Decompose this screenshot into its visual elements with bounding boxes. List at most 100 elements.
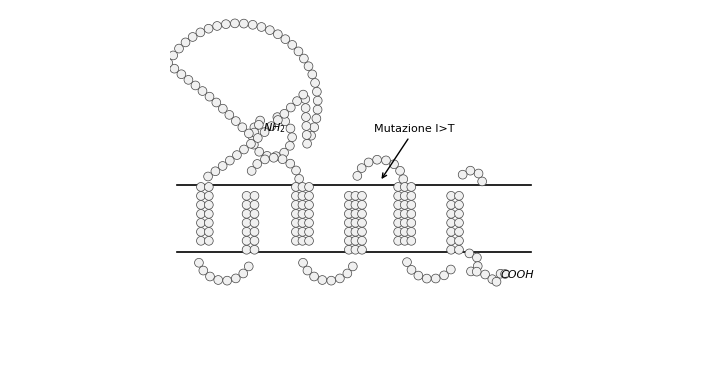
Circle shape: [250, 201, 259, 209]
Circle shape: [206, 272, 214, 281]
Circle shape: [343, 269, 352, 278]
Circle shape: [274, 30, 282, 39]
Circle shape: [243, 245, 251, 254]
Circle shape: [298, 191, 307, 200]
Circle shape: [231, 117, 240, 125]
Circle shape: [351, 209, 360, 218]
Circle shape: [175, 44, 183, 53]
Circle shape: [351, 201, 360, 209]
Circle shape: [273, 113, 282, 121]
Circle shape: [357, 209, 367, 218]
Circle shape: [305, 183, 314, 191]
Circle shape: [458, 170, 467, 179]
Circle shape: [195, 258, 203, 267]
Circle shape: [291, 227, 300, 236]
Circle shape: [260, 128, 269, 137]
Circle shape: [390, 160, 398, 169]
Circle shape: [286, 159, 295, 168]
Circle shape: [198, 86, 207, 95]
Circle shape: [212, 98, 221, 107]
Circle shape: [231, 19, 239, 28]
Circle shape: [291, 191, 300, 200]
Circle shape: [294, 47, 303, 56]
Circle shape: [286, 103, 295, 112]
Circle shape: [400, 201, 409, 209]
Circle shape: [295, 174, 304, 183]
Circle shape: [394, 227, 403, 236]
Circle shape: [164, 59, 173, 67]
Circle shape: [440, 271, 448, 280]
Circle shape: [243, 201, 251, 209]
Circle shape: [446, 265, 455, 274]
Circle shape: [184, 75, 192, 84]
Circle shape: [447, 218, 455, 227]
Circle shape: [455, 227, 463, 236]
Circle shape: [400, 191, 409, 200]
Circle shape: [396, 166, 405, 175]
Circle shape: [257, 22, 266, 31]
Circle shape: [348, 262, 357, 271]
Circle shape: [298, 183, 307, 191]
Circle shape: [231, 274, 240, 283]
Circle shape: [199, 266, 208, 275]
Circle shape: [298, 209, 307, 218]
Circle shape: [204, 191, 213, 200]
Circle shape: [447, 236, 455, 245]
Circle shape: [407, 201, 416, 209]
Circle shape: [472, 267, 481, 276]
Circle shape: [351, 218, 360, 227]
Circle shape: [196, 28, 204, 37]
Circle shape: [312, 87, 321, 96]
Circle shape: [250, 123, 259, 132]
Circle shape: [204, 227, 213, 236]
Circle shape: [351, 245, 360, 254]
Circle shape: [400, 237, 409, 245]
Circle shape: [205, 92, 214, 101]
Circle shape: [197, 227, 205, 236]
Circle shape: [407, 237, 416, 245]
Circle shape: [345, 245, 353, 254]
Circle shape: [302, 113, 310, 121]
Circle shape: [357, 236, 367, 245]
Circle shape: [250, 236, 259, 245]
Circle shape: [197, 209, 205, 218]
Circle shape: [336, 274, 344, 283]
Circle shape: [250, 140, 258, 149]
Circle shape: [243, 218, 251, 227]
Circle shape: [281, 117, 290, 126]
Circle shape: [394, 201, 403, 209]
Circle shape: [255, 120, 263, 129]
Circle shape: [414, 271, 423, 280]
Circle shape: [447, 245, 455, 254]
Circle shape: [274, 116, 282, 124]
Circle shape: [455, 201, 463, 209]
Circle shape: [226, 156, 234, 165]
Circle shape: [267, 122, 276, 131]
Circle shape: [345, 218, 353, 227]
Circle shape: [357, 201, 367, 209]
Circle shape: [245, 262, 253, 271]
Circle shape: [271, 152, 281, 160]
Circle shape: [298, 227, 307, 236]
Circle shape: [250, 209, 259, 218]
Circle shape: [403, 258, 412, 266]
Circle shape: [394, 191, 403, 200]
Circle shape: [204, 201, 213, 209]
Circle shape: [291, 219, 300, 227]
Circle shape: [293, 97, 302, 106]
Circle shape: [357, 218, 367, 227]
Circle shape: [286, 124, 295, 133]
Circle shape: [447, 227, 455, 236]
Circle shape: [307, 131, 316, 140]
Circle shape: [407, 183, 416, 191]
Circle shape: [381, 156, 391, 165]
Circle shape: [247, 139, 255, 148]
Circle shape: [255, 147, 264, 156]
Circle shape: [407, 265, 416, 274]
Circle shape: [243, 227, 251, 236]
Circle shape: [447, 201, 455, 209]
Circle shape: [318, 276, 326, 284]
Circle shape: [250, 245, 259, 254]
Circle shape: [345, 191, 353, 200]
Circle shape: [291, 237, 300, 245]
